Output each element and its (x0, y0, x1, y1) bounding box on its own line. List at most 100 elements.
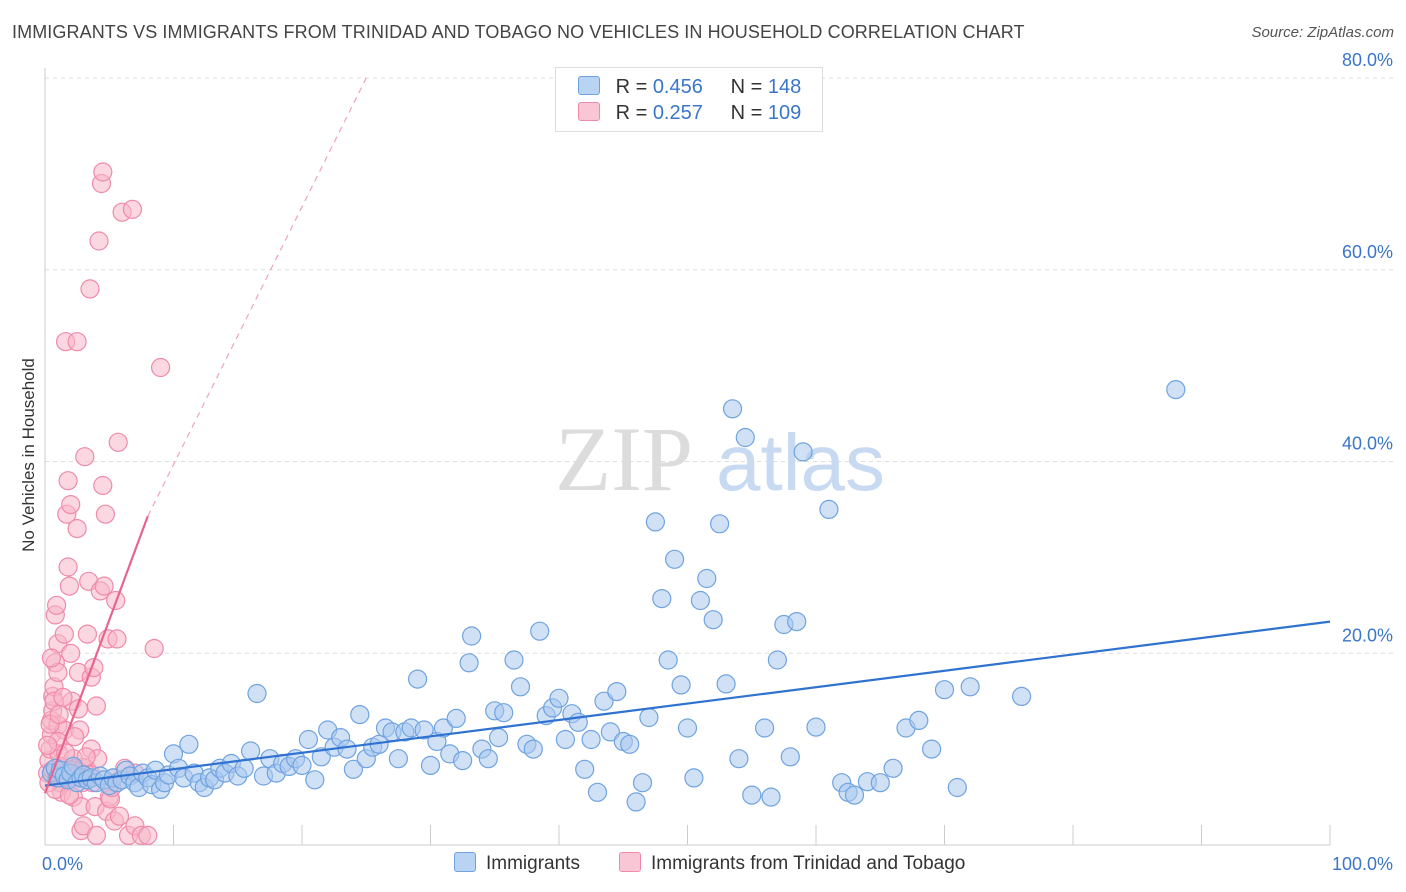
y-axis-label: No Vehicles in Household (19, 358, 38, 552)
trinidad-point (86, 825, 107, 846)
tick-labels: 20.0% 40.0% 60.0% 80.0% 0.0% 100.0% (42, 50, 1393, 874)
immigrants-point (780, 747, 800, 767)
immigrants-point (459, 653, 479, 673)
immigrants-point (709, 514, 730, 534)
legend-item-immigrants[interactable]: Immigrants (454, 852, 580, 875)
legend-n-value: 148 (767, 76, 802, 98)
trinidad-point (58, 557, 78, 577)
trinidad-point (61, 643, 81, 663)
immigrants-point (414, 720, 434, 740)
immigrants-point (600, 722, 621, 742)
trinidad-point (53, 687, 73, 708)
trinidad-point (37, 735, 58, 755)
immigrants-point (298, 729, 318, 750)
immigrants-point (664, 549, 685, 569)
immigrants-point (523, 739, 543, 759)
chart-title: IMMIGRANTS VS IMMIGRANTS FROM TRINIDAD A… (12, 22, 1025, 42)
immigrants-point (343, 759, 363, 779)
trinidad-point (77, 624, 98, 644)
legend-r-label: R = (615, 102, 648, 124)
immigrants-point (761, 787, 781, 807)
trinidad-point (93, 162, 113, 182)
legend-r-label: R = (615, 76, 648, 98)
legend-n-label: N = (730, 102, 763, 124)
trinidad-point (86, 696, 107, 716)
immigrants-point (350, 704, 370, 725)
immigrants-point (722, 399, 743, 419)
immigrants-point (909, 710, 929, 731)
legend-n-value: 109 (767, 102, 802, 124)
immigrants-point (742, 785, 762, 805)
legend-swatch-blue (454, 852, 476, 872)
legend-label-immigrants: Immigrants (486, 853, 580, 874)
immigrants-point (652, 588, 672, 609)
immigrants-point (620, 734, 640, 754)
immigrants-point (587, 782, 608, 802)
trinidad-point (94, 576, 114, 596)
trinidad-point (108, 432, 128, 452)
immigrants-point (311, 747, 331, 767)
immigrants-point (494, 703, 514, 723)
immigrants-point (870, 773, 890, 793)
immigrants-point (690, 590, 711, 611)
trinidad-point (54, 624, 74, 644)
immigrants-point (420, 755, 441, 776)
x-tick-label-min: 0.0% (42, 854, 83, 874)
immigrants-point (241, 741, 261, 761)
trinidad-series-points (37, 162, 171, 846)
trinidad-point (73, 816, 94, 836)
trinidad-point (89, 231, 109, 251)
immigrants-point (549, 688, 569, 708)
immigrants-point (697, 568, 717, 589)
immigrants-point (819, 499, 839, 519)
immigrants-point (408, 669, 428, 689)
trinidad-point (67, 332, 87, 352)
legend-swatch-blue (578, 76, 600, 95)
legend-swatch-pink (619, 852, 641, 872)
legend-r-value: 0.456 (652, 76, 703, 98)
y-tick-label: 80.0% (1342, 50, 1393, 70)
immigrants-point (462, 626, 482, 646)
immigrants-point (607, 681, 627, 702)
legend-r-value: 0.257 (652, 102, 703, 124)
immigrants-point (645, 512, 666, 532)
immigrants-point (530, 621, 550, 641)
immigrants-point (433, 718, 453, 738)
trinidad-point (109, 806, 130, 826)
trinidad-point (80, 279, 100, 299)
immigrants-point (305, 770, 325, 790)
immigrants-point (934, 680, 955, 700)
legend-label-trinidad: Immigrants from Trinidad and Tobago (651, 853, 966, 874)
correlation-legend: R = 0.456 N = 148 R = 0.257 N = 109 (555, 67, 823, 132)
immigrants-point (684, 768, 704, 788)
legend-item-trinidad[interactable]: Immigrants from Trinidad and Tobago (619, 852, 965, 875)
y-tick-label: 20.0% (1342, 625, 1393, 645)
immigrants-point (510, 677, 531, 697)
immigrants-point (388, 749, 408, 769)
immigrants-point (575, 759, 595, 779)
legend-n-label: N = (730, 76, 763, 98)
trend-lines (43, 77, 1331, 794)
trinidad-trend-line (43, 515, 149, 794)
immigrants-point (677, 718, 698, 738)
immigrants-point (844, 785, 865, 805)
source-credit: Source: ZipAtlas.com (1251, 24, 1394, 41)
immigrants-point (787, 611, 807, 632)
immigrants-point (489, 727, 509, 748)
immigrants-point (581, 729, 601, 750)
immigrants-point (921, 739, 942, 759)
immigrants-point (478, 749, 498, 769)
trinidad-point (122, 199, 142, 219)
immigrants-point (806, 717, 826, 737)
trinidad-point (75, 447, 95, 467)
legend-swatch-pink (578, 102, 600, 121)
immigrants-point (754, 718, 775, 738)
immigrants-point (1011, 686, 1032, 707)
immigrants-point (504, 650, 524, 670)
trinidad-point (58, 471, 78, 491)
immigrants-point (453, 750, 473, 771)
immigrants-point (735, 427, 755, 448)
trinidad-point (93, 475, 113, 496)
immigrants-point (446, 708, 466, 729)
